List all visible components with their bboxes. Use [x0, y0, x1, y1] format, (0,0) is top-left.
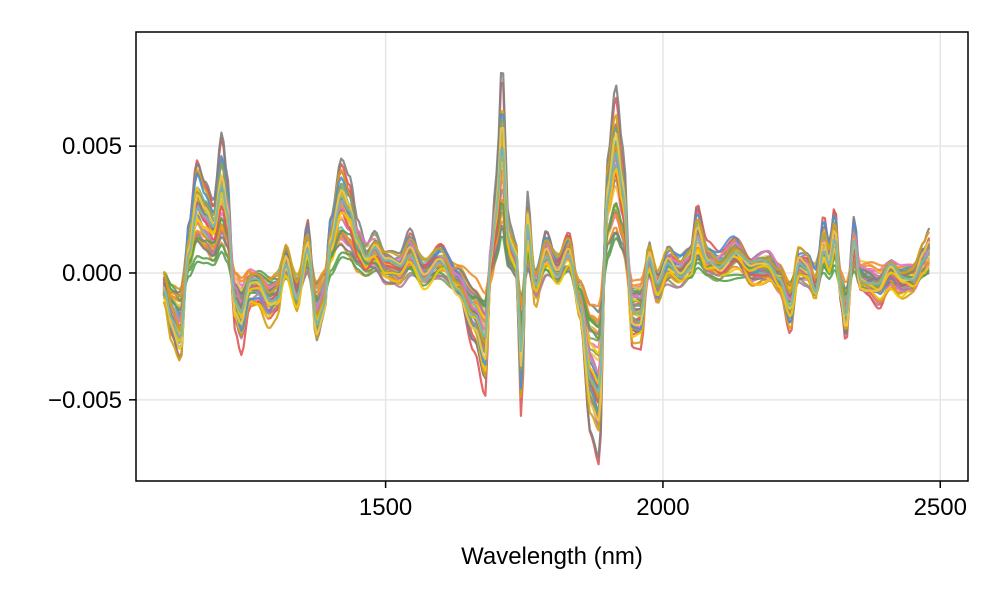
y-tick-label: −0.005: [48, 387, 122, 414]
x-tick-label: 1500: [359, 494, 412, 521]
axis-ticks: 1500 2000 2500 −0.005 0.000 0.005: [48, 133, 967, 521]
spectrum-line: [162, 147, 931, 394]
y-tick-label: 0.005: [62, 133, 122, 160]
spectra-series: [162, 71, 931, 466]
spectrum-line: [162, 160, 931, 385]
spectrum-line: [162, 139, 931, 397]
y-tick-label: 0.000: [62, 260, 122, 287]
x-tick-label: 2000: [636, 494, 689, 521]
plot-frame: [135, 31, 969, 482]
x-tick-label: 2500: [914, 494, 967, 521]
x-axis-label: Wavelength (nm): [461, 543, 643, 570]
